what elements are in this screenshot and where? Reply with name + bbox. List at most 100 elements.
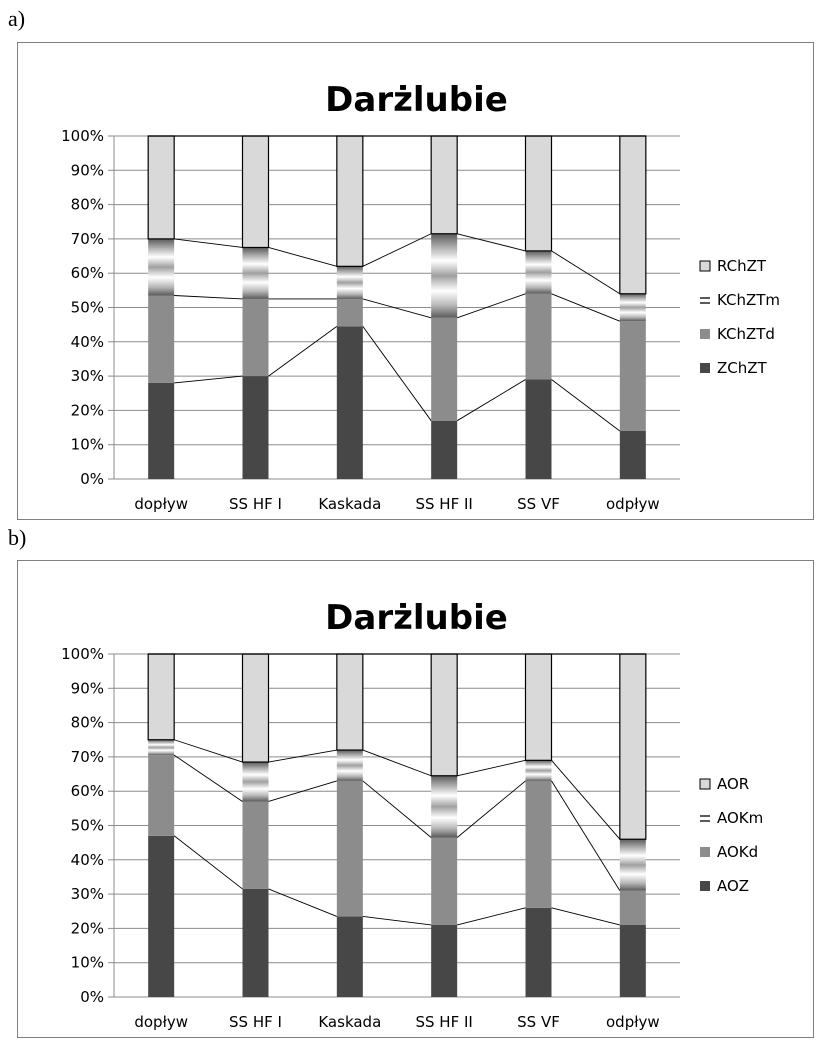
legend-swatch (699, 260, 711, 272)
legend-label: RChZT (717, 257, 767, 275)
bar-segment (242, 654, 269, 763)
y-tick-label: 60% (71, 264, 104, 282)
series-connector-line (268, 326, 338, 377)
series-connector-line (551, 379, 621, 432)
bar-segment (242, 298, 269, 377)
y-tick-label: 10% (71, 436, 104, 454)
series-connector-line (362, 749, 432, 777)
bar-segment (525, 760, 552, 781)
y-tick-label: 30% (71, 367, 104, 385)
x-tick-label: SS VF (517, 1013, 560, 1031)
series-connector-line (362, 915, 432, 926)
y-tick-label: 30% (71, 885, 104, 903)
series-connector-line (174, 375, 243, 384)
bar-segment (431, 654, 458, 776)
y-tick-label: 40% (71, 851, 104, 869)
series-connector-line (551, 250, 621, 295)
bar-segment (525, 654, 552, 761)
bar-segment (242, 888, 269, 997)
series-connector-line (551, 907, 620, 926)
legend-swatch (700, 881, 710, 891)
bar-segment (336, 750, 363, 781)
bar-segment (242, 136, 269, 248)
legend-swatch-stripe (700, 820, 710, 822)
series-connector-line (456, 379, 526, 422)
legend-label: AOKd (717, 843, 758, 861)
legend-swatch (700, 329, 710, 339)
y-tick-label: 70% (71, 748, 104, 766)
bar-segment (525, 907, 552, 997)
legend-swatch (700, 813, 710, 823)
bar-segment (148, 739, 175, 756)
x-tick-label: dopływ (134, 1013, 188, 1031)
y-tick-label: 90% (71, 679, 104, 697)
bar-segment (525, 780, 552, 908)
y-tick-label: 100% (61, 645, 104, 663)
chart-a: Darżlubie 0% 10% 20% 30% 40% 50% 60% 70% 80% 90% 10… (17, 42, 814, 520)
series-connector-line (268, 780, 337, 802)
y-tick-label: 50% (71, 299, 104, 317)
y-tick-label: 100% (61, 127, 104, 145)
chart-b-svg: Darżlubie 0% 10% 20% 30% 40% 50% 60% 70% 80% 90% 10… (61, 598, 763, 1031)
x-tick-label: SS VF (517, 495, 560, 513)
series-connector-line (551, 780, 621, 891)
bar-segment (619, 924, 646, 997)
panel-b-label: b) (8, 525, 27, 550)
bar-segment (619, 839, 646, 891)
x-tick-label: Kaskada (318, 1013, 381, 1031)
series-connector-line (551, 293, 621, 322)
legend-swatch (699, 778, 711, 790)
y-tick-label: 20% (71, 401, 104, 419)
legend-label: AOZ (717, 877, 749, 895)
chart-title: Darżlubie (325, 80, 508, 120)
series-connector-line (456, 780, 526, 838)
bar-segment (148, 136, 175, 239)
bar-segment (525, 136, 552, 251)
series-connector-line (551, 760, 621, 840)
series-connector-line (457, 233, 526, 252)
bar-segment (619, 321, 646, 431)
bar-segment (431, 317, 458, 421)
legend-label: AOR (717, 775, 749, 793)
series-connector-line (362, 326, 432, 421)
chart-title: Darżlubie (325, 598, 508, 638)
series-connector-line (362, 298, 432, 319)
bar-segment (431, 924, 458, 997)
bar-segment (619, 430, 646, 479)
bar-segment (431, 775, 458, 838)
x-tick-label: odpływ (606, 495, 660, 513)
bar-segment (336, 266, 363, 299)
bar-segment (431, 837, 458, 925)
bar-segment (431, 233, 458, 318)
legend-label: ZChZT (717, 359, 768, 377)
series-connector-line (268, 247, 337, 267)
x-tick-label: SS HF II (415, 1013, 472, 1031)
y-tick-label: 50% (71, 817, 104, 835)
legend-swatch-stripe (700, 297, 710, 299)
legend-swatch (700, 847, 710, 857)
bar-segment (148, 295, 175, 383)
bar-segment (431, 136, 458, 234)
bar-segment (242, 376, 269, 479)
y-tick-label: 60% (71, 782, 104, 800)
bar-segment (525, 250, 552, 294)
series-connector-line (362, 233, 432, 267)
bar-segment (336, 916, 363, 997)
legend-swatch (700, 363, 710, 373)
legend-swatch-stripe (700, 302, 710, 304)
legend-label: KChZTd (717, 325, 775, 343)
series-connector-line (174, 295, 243, 300)
bar-segment (619, 654, 646, 840)
bar-segment (336, 780, 363, 917)
bar-segment (148, 654, 175, 740)
y-tick-label: 0% (80, 988, 104, 1006)
series-connector-line (174, 739, 243, 763)
bar-segment (242, 801, 269, 889)
legend-swatch (700, 295, 710, 305)
y-tick-label: 10% (71, 954, 104, 972)
bar-segment (148, 238, 175, 296)
series-connector-line (174, 238, 243, 248)
series-connector-line (457, 907, 526, 926)
x-tick-label: odpływ (606, 1013, 660, 1031)
bar-segment (242, 762, 269, 802)
